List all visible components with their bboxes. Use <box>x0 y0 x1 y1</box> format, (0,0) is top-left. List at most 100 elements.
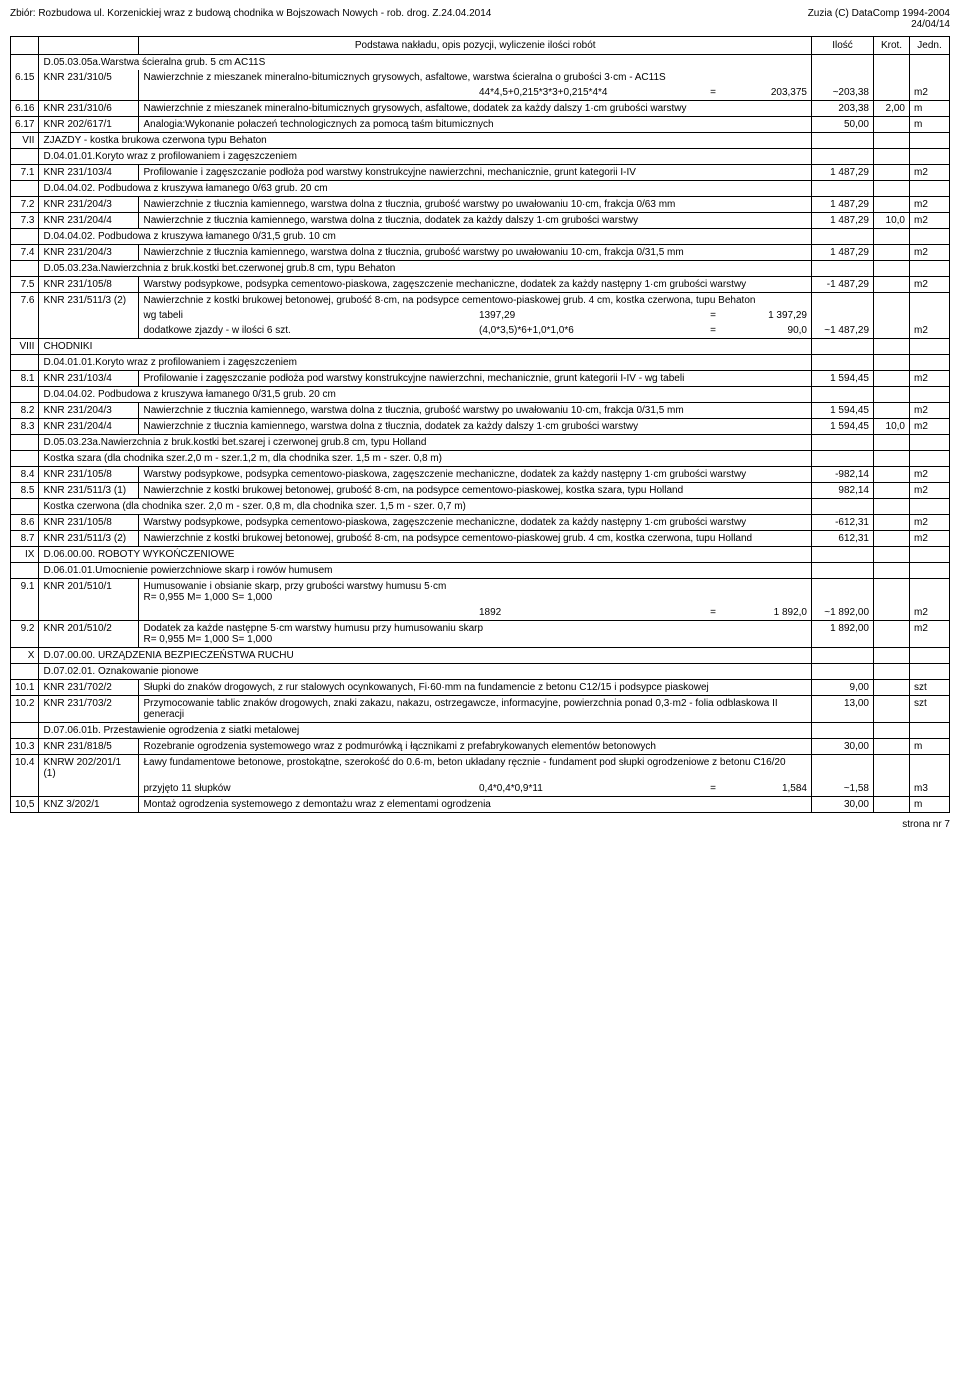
calc-eq: = <box>703 87 723 98</box>
table-row: D.05.03.05a.Warstwa ścieralna grub. 5 cm… <box>11 55 950 71</box>
calc-val: 90,0 <box>727 325 807 336</box>
item-lp: 10.2 <box>11 696 39 723</box>
table-row: przyjęto 11 słupków0,4*0,4*0,9*11=1,584~… <box>11 781 950 797</box>
calc-eq: = <box>703 310 723 321</box>
item-krot <box>874 696 910 723</box>
empty-cell <box>11 85 39 101</box>
table-row: VIIZJAZDY - kostka brukowa czerwona typu… <box>11 133 950 149</box>
empty-cell <box>910 55 950 71</box>
calc-expr: 1892 <box>479 607 699 618</box>
empty-cell <box>874 723 910 739</box>
calc-ilosc: ~203,38 <box>812 85 874 101</box>
item-desc: Warstwy podsypkowe, podsypka cementowo-p… <box>139 515 812 531</box>
empty-cell <box>11 229 39 245</box>
empty-cell <box>812 547 874 563</box>
item-lp: 9.2 <box>11 621 39 648</box>
item-krot <box>874 245 910 261</box>
empty-cell <box>11 723 39 739</box>
item-knr: KNR 231/204/3 <box>39 403 139 419</box>
empty-cell <box>812 55 874 71</box>
item-ilosc: 203,38 <box>812 101 874 117</box>
item-knr: KNR 231/105/8 <box>39 277 139 293</box>
item-lp: 7.2 <box>11 197 39 213</box>
empty-cell <box>812 435 874 451</box>
item-desc: Nawierzchnie z mieszanek mineralno-bitum… <box>139 70 812 85</box>
item-lp: 7.5 <box>11 277 39 293</box>
item-krot <box>874 739 910 755</box>
empty-cell <box>874 229 910 245</box>
item-lp: 7.3 <box>11 213 39 229</box>
item-ilosc <box>812 293 874 309</box>
table-row: 7.2KNR 231/204/3Nawierzchnie z tłucznia … <box>11 197 950 213</box>
item-krot <box>874 680 910 696</box>
item-desc: Nawierzchnie z mieszanek mineralno-bitum… <box>139 101 812 117</box>
calc-label <box>39 308 139 323</box>
empty-cell <box>812 648 874 664</box>
empty-cell <box>874 339 910 355</box>
item-jedn: m2 <box>910 371 950 387</box>
empty-cell <box>11 387 39 403</box>
item-krot <box>874 531 910 547</box>
col-blank2 <box>39 37 139 55</box>
empty-cell <box>812 723 874 739</box>
item-desc: Nawierzchnie z tłucznia kamiennego, wars… <box>139 419 812 435</box>
calc-val: 1,584 <box>727 783 807 794</box>
empty-cell <box>910 664 950 680</box>
item-ilosc: 1 487,29 <box>812 165 874 181</box>
table-row: D.04.04.02. Podbudowa z kruszywa łamaneg… <box>11 229 950 245</box>
chapter-desc: D.06.00.00. ROBOTY WYKOŃCZENIOWE <box>39 547 812 563</box>
empty-cell <box>910 261 950 277</box>
item-ilosc: 1 487,29 <box>812 213 874 229</box>
table-row: D.07.02.01. Oznakowanie pionowe <box>11 664 950 680</box>
calc-expr: 0,4*0,4*0,9*11 <box>479 783 699 794</box>
header-right1: Zuzia (C) DataComp 1994-2004 <box>808 8 950 19</box>
table-row: D.04.04.02. Podbudowa z kruszywa łamaneg… <box>11 387 950 403</box>
empty-cell <box>812 563 874 579</box>
item-ilosc: 50,00 <box>812 117 874 133</box>
table-row: 10.1KNR 231/702/2Słupki do znaków drogow… <box>11 680 950 696</box>
item-lp: 7.1 <box>11 165 39 181</box>
table-row: 8.3KNR 231/204/4Nawierzchnie z tłucznia … <box>11 419 950 435</box>
item-krot <box>874 371 910 387</box>
empty-cell <box>910 181 950 197</box>
table-row: 8.4KNR 231/105/8Warstwy podsypkowe, pods… <box>11 467 950 483</box>
section-desc: D.04.01.01.Koryto wraz z profilowaniem i… <box>39 149 812 165</box>
empty-cell <box>874 181 910 197</box>
calc-label-text <box>143 87 475 98</box>
item-jedn: m2 <box>910 277 950 293</box>
item-ilosc: 9,00 <box>812 680 874 696</box>
item-krot <box>874 117 910 133</box>
empty-cell <box>812 149 874 165</box>
empty-cell <box>874 648 910 664</box>
item-ilosc <box>812 755 874 782</box>
empty-cell <box>874 451 910 467</box>
table-row: dodatkowe zjazdy - w ilości 6 szt.(4,0*3… <box>11 323 950 339</box>
table-row: Kostka czerwona (dla chodnika szer. 2,0 … <box>11 499 950 515</box>
item-lp: 8.7 <box>11 531 39 547</box>
chapter-num: VII <box>11 133 39 149</box>
section-desc: D.05.03.23a.Nawierzchnia z bruk.kostki b… <box>39 435 812 451</box>
calc-eq: = <box>703 783 723 794</box>
item-knr: KNR 231/204/3 <box>39 245 139 261</box>
item-lp: 6.16 <box>11 101 39 117</box>
item-desc: Nawierzchnie z tłucznia kamiennego, wars… <box>139 197 812 213</box>
table-row: 7.1KNR 231/103/4Profilowanie i zagęszcza… <box>11 165 950 181</box>
item-krot <box>874 621 910 648</box>
calc-label <box>39 85 139 101</box>
item-jedn: m2 <box>910 467 950 483</box>
item-desc: Profilowanie i zagęszczanie podłoża pod … <box>139 165 812 181</box>
table-row: 8.1KNR 231/103/4Profilowanie i zagęszcza… <box>11 371 950 387</box>
header-left: Zbiór: Rozbudowa ul. Korzenickiej wraz z… <box>10 8 491 30</box>
section-desc: D.05.03.05a.Warstwa ścieralna grub. 5 cm… <box>39 55 812 71</box>
item-ilosc: -1 487,29 <box>812 277 874 293</box>
empty-cell <box>910 723 950 739</box>
calc-label <box>39 781 139 797</box>
item-desc: Rozebranie ogrodzenia systemowego wraz z… <box>139 739 812 755</box>
item-lp: 6.15 <box>11 70 39 85</box>
empty-cell <box>812 387 874 403</box>
item-knr: KNZ 3/202/1 <box>39 797 139 813</box>
calc-label <box>39 323 139 339</box>
empty-cell <box>11 451 39 467</box>
calc-expr: 1397,29 <box>479 310 699 321</box>
empty-cell <box>910 563 950 579</box>
